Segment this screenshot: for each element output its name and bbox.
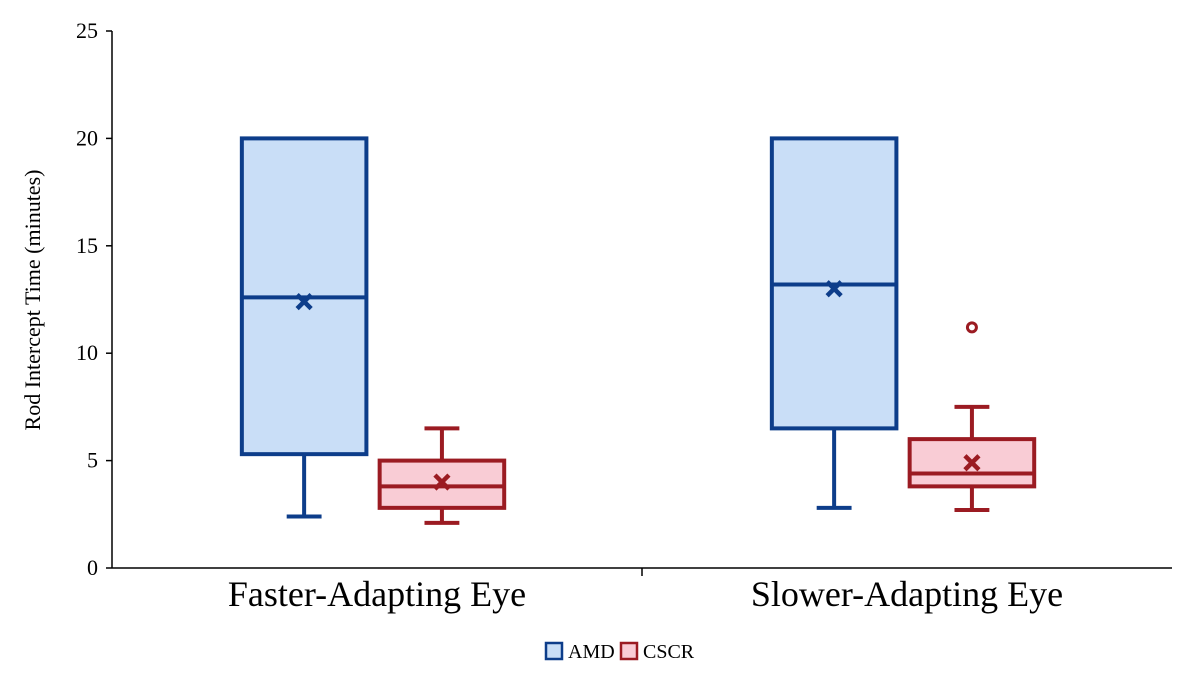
y-tick-label: 10 [76, 340, 98, 365]
box-plots [239, 136, 1037, 525]
y-tick-label: 5 [87, 448, 98, 473]
legend-swatch-amd [544, 641, 564, 661]
legend-label-amd: AMD [568, 641, 615, 663]
y-axis-title: Rod Intercept Time (minutes) [20, 170, 45, 431]
outlier-point [965, 321, 978, 334]
y-tick-label: 0 [87, 555, 98, 580]
legend-label-cscr: CSCR [643, 641, 695, 663]
box-cscr [377, 426, 507, 525]
y-tick-label: 20 [76, 125, 98, 150]
mean-marker [825, 280, 843, 298]
legend: AMD CSCR [544, 641, 695, 663]
axes [111, 31, 1172, 576]
mean-marker [433, 473, 451, 491]
mean-marker [963, 454, 981, 472]
x-category-label: Slower-Adapting Eye [751, 574, 1063, 614]
y-axis-ticks: 0 5 10 15 20 25 [76, 18, 112, 580]
mean-marker [295, 293, 313, 311]
legend-swatch-cscr [619, 641, 639, 661]
box-amd [239, 136, 369, 519]
box-amd [769, 136, 899, 510]
x-axis-categories: Faster-Adapting Eye Slower-Adapting Eye [228, 574, 1063, 614]
box-cscr [907, 321, 1037, 513]
y-tick-label: 25 [76, 18, 98, 43]
x-category-label: Faster-Adapting Eye [228, 574, 526, 614]
y-tick-label: 15 [76, 233, 98, 258]
